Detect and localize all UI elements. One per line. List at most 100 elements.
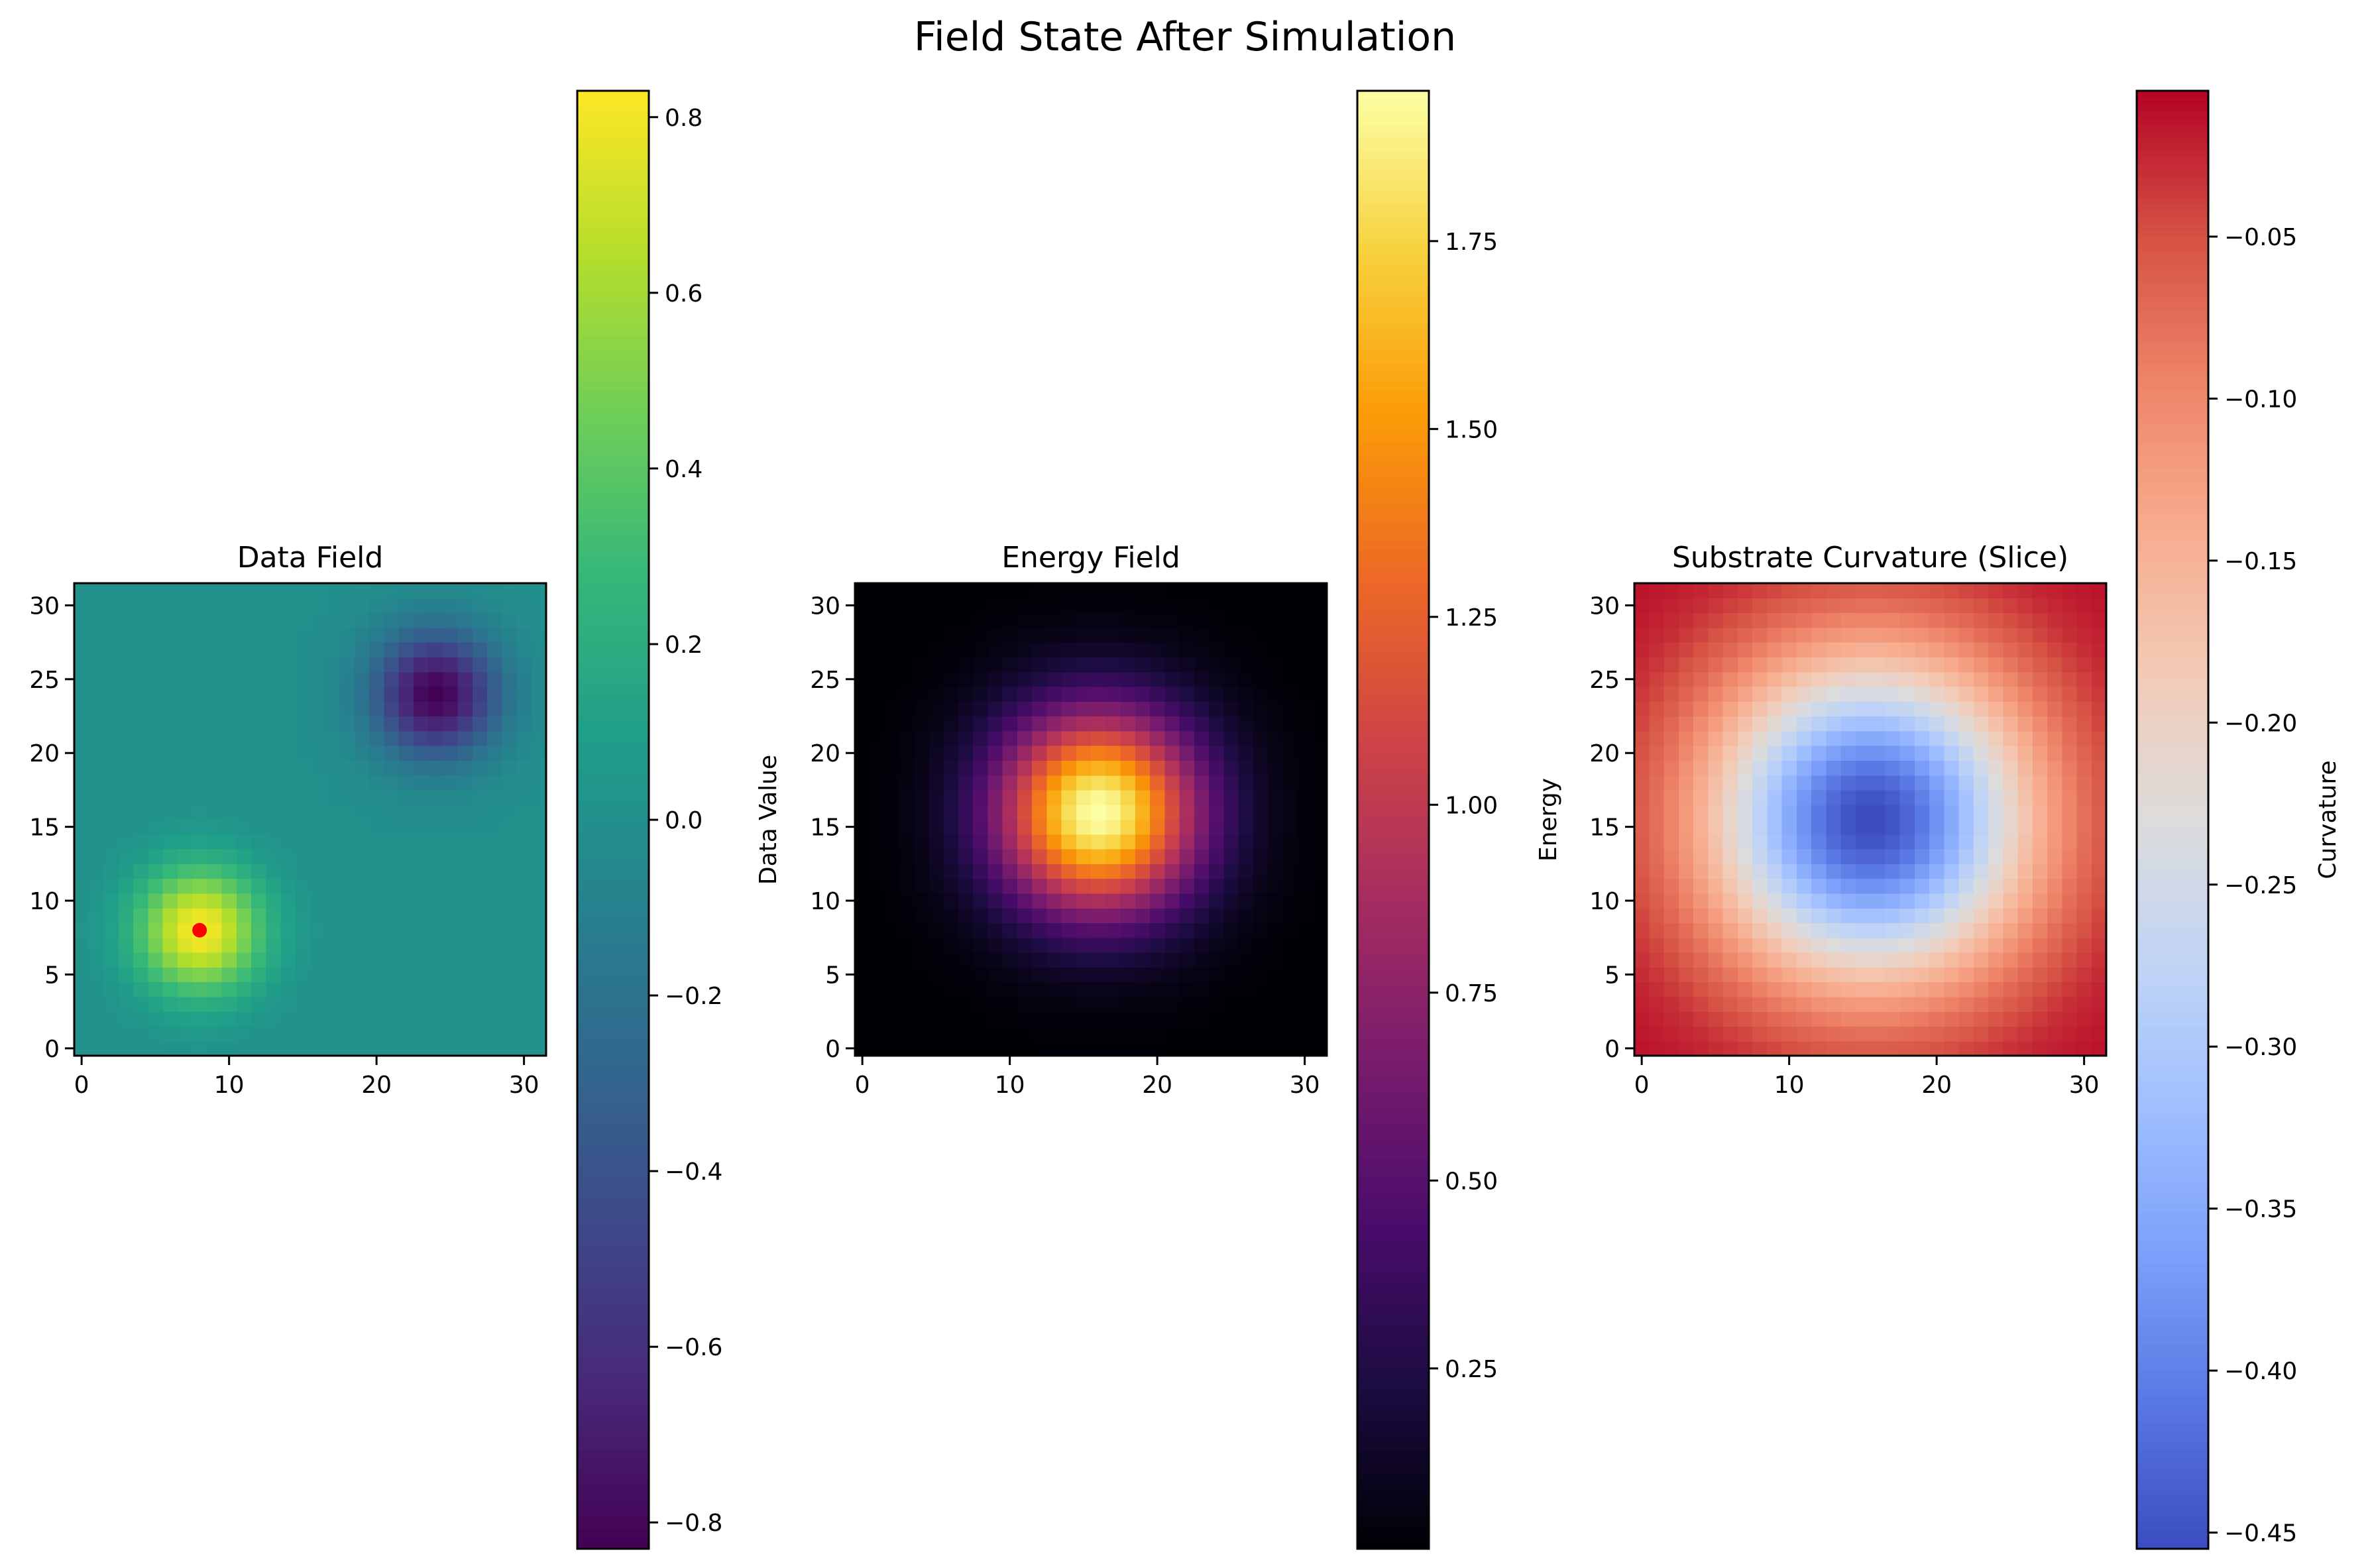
heatmap-cell xyxy=(89,1011,105,1027)
heatmap-cell xyxy=(1664,864,1679,879)
colorbar-segment xyxy=(2137,1164,2208,1172)
heatmap-cell xyxy=(1091,864,1106,879)
heatmap-cell xyxy=(1297,834,1313,850)
colorbar-segment xyxy=(577,1270,649,1278)
heatmap-cell xyxy=(280,849,296,864)
colorbar-segment xyxy=(2137,1019,2208,1026)
colorbar-segment xyxy=(2137,177,2208,184)
heatmap-cell xyxy=(162,730,178,746)
heatmap-cell xyxy=(870,996,885,1012)
heatmap-cell xyxy=(384,716,400,732)
heatmap-cell xyxy=(280,1026,296,1042)
heatmap-cell xyxy=(133,746,148,761)
heatmap-cell xyxy=(1944,878,1960,894)
heatmap-cell xyxy=(1164,789,1180,805)
colorbar-tick-label: 1.50 xyxy=(1445,416,1498,443)
colorbar-segment xyxy=(577,634,649,642)
heatmap-cell xyxy=(339,657,355,673)
heatmap-cell xyxy=(1944,701,1960,717)
heatmap-cell xyxy=(443,730,459,746)
heatmap-cell xyxy=(1312,1040,1327,1056)
heatmap-cell xyxy=(884,583,900,598)
heatmap-cell xyxy=(310,746,325,761)
heatmap-cell xyxy=(89,819,105,835)
heatmap-cell xyxy=(1973,996,1989,1012)
heatmap-cell xyxy=(531,789,547,805)
heatmap-cell xyxy=(280,627,296,643)
heatmap-cell xyxy=(1150,671,1165,687)
heatmap-cell xyxy=(1282,730,1298,746)
heatmap-cell xyxy=(487,819,502,835)
heatmap-cell xyxy=(1796,671,1812,687)
heatmap-cell xyxy=(531,716,547,732)
heatmap-cell xyxy=(1914,760,1930,776)
heatmap-cell xyxy=(855,657,870,673)
heatmap-cell xyxy=(1826,819,1842,835)
heatmap-cells xyxy=(1634,583,2107,1056)
heatmap-cell xyxy=(2003,819,2019,835)
heatmap-cell xyxy=(502,583,518,598)
heatmap-cell xyxy=(1091,834,1106,850)
heatmap-cell xyxy=(325,923,341,938)
heatmap-cell xyxy=(2091,864,2107,879)
colorbar-segment xyxy=(577,1529,649,1536)
heatmap-cell xyxy=(384,701,400,717)
colorbar-segment xyxy=(2137,820,2208,827)
heatmap-cell xyxy=(1973,1026,1989,1042)
heatmap-cell xyxy=(1958,598,1974,614)
colorbar-segment xyxy=(1357,1416,1429,1424)
heatmap-cell xyxy=(1944,952,1960,968)
heatmap-cell xyxy=(929,937,944,953)
heatmap-cell xyxy=(973,627,988,643)
heatmap-cell xyxy=(295,981,311,997)
heatmap-cell xyxy=(1238,923,1254,938)
colorbar-segment xyxy=(1357,767,1429,774)
heatmap-cell xyxy=(325,760,341,776)
heatmap-cell xyxy=(1150,805,1165,820)
heatmap-cell xyxy=(428,671,443,687)
heatmap-cell xyxy=(516,701,532,717)
heatmap-cell xyxy=(133,686,148,702)
heatmap-cell xyxy=(1238,657,1254,673)
y-tick-label: 30 xyxy=(29,592,60,620)
colorbar-segment xyxy=(577,1151,649,1158)
heatmap-cell xyxy=(457,937,473,953)
heatmap-cell xyxy=(531,878,547,894)
heatmap-cell xyxy=(413,967,429,983)
heatmap-cell xyxy=(884,746,900,761)
heatmap-cell xyxy=(1693,923,1709,938)
heatmap-cell xyxy=(295,657,311,673)
heatmap-cell xyxy=(413,1026,429,1042)
heatmap-cell xyxy=(177,657,193,673)
heatmap-cell xyxy=(1135,1011,1151,1027)
heatmap-cell xyxy=(1722,789,1738,805)
heatmap-cell xyxy=(428,967,443,983)
heatmap-cell xyxy=(133,789,148,805)
heatmap-cell xyxy=(1929,598,1945,614)
heatmap-cell xyxy=(398,996,414,1012)
heatmap-cell xyxy=(870,878,885,894)
colorbar-segment xyxy=(577,237,649,244)
heatmap-cell xyxy=(1811,760,1827,776)
heatmap-cell xyxy=(1282,627,1298,643)
colorbar-segment xyxy=(2137,488,2208,496)
heatmap-cell xyxy=(266,952,282,968)
colorbar-segment xyxy=(2137,541,2208,549)
heatmap-cell xyxy=(1209,937,1224,953)
heatmap-cell xyxy=(1988,967,2003,983)
colorbar-segment xyxy=(2137,767,2208,774)
heatmap-cell xyxy=(1268,583,1283,598)
colorbar-segment xyxy=(2137,740,2208,748)
heatmap-cell xyxy=(1120,937,1136,953)
heatmap-cell xyxy=(1752,849,1768,864)
heatmap-cell xyxy=(74,657,89,673)
heatmap-cell xyxy=(1017,834,1033,850)
heatmap-cell xyxy=(192,760,207,776)
colorbar-segment xyxy=(1357,1085,1429,1092)
heatmap-cell xyxy=(2032,627,2048,643)
heatmap-cell xyxy=(1796,716,1812,732)
heatmap-cell xyxy=(1002,864,1018,879)
heatmap-cell xyxy=(428,657,443,673)
x-tick-label: 20 xyxy=(361,1072,392,1099)
heatmap-cell xyxy=(1253,583,1269,598)
